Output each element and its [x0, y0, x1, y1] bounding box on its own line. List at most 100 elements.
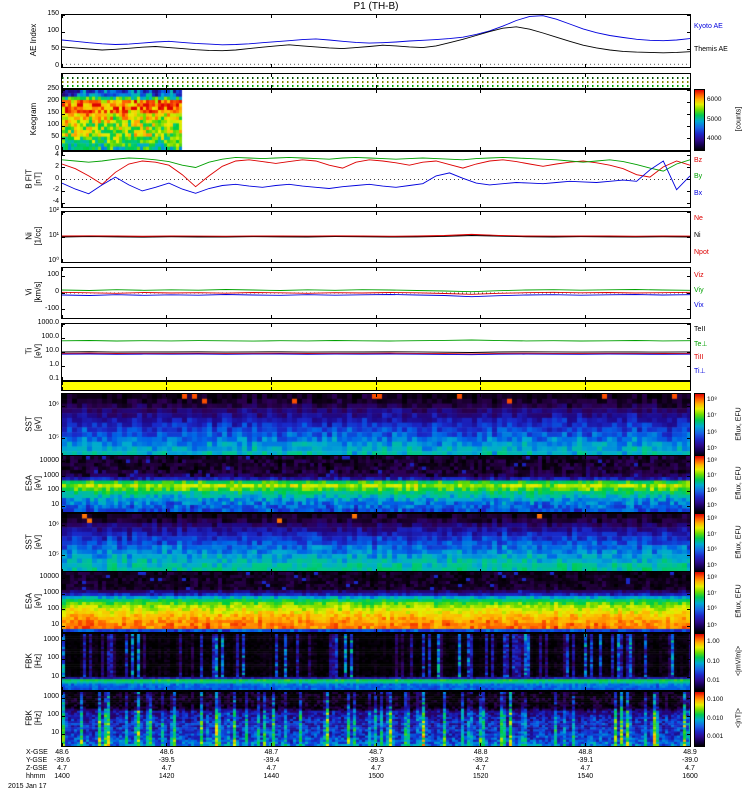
y-tick: [687, 149, 690, 151]
x-tick: [584, 509, 586, 512]
y-tick-label-esa_e: 10000: [39, 456, 59, 464]
x-tick: [375, 90, 377, 93]
panel-sst_i: [61, 513, 691, 573]
panel-ae-plot: [62, 15, 690, 65]
series-Ni: [62, 235, 690, 238]
x-tick: [480, 394, 482, 397]
x-tick: [270, 394, 272, 397]
x-tick: [61, 259, 63, 262]
x-tick: [166, 152, 168, 155]
x-tick: [61, 687, 63, 690]
y-tick: [62, 438, 65, 440]
x-tick: [584, 387, 586, 390]
colorbar-keogram: [694, 89, 705, 151]
panel-flags: [61, 73, 691, 89]
x-tick: [689, 268, 691, 271]
x-tick: [689, 315, 691, 318]
x-tick: [584, 569, 586, 572]
y-tick-label-keogram: 200: [47, 97, 59, 104]
x-tick: [480, 743, 482, 746]
axis-row-label-Y-GSE: Y-GSE: [26, 757, 48, 764]
x-tick: [480, 692, 482, 695]
y-tick: [62, 490, 65, 492]
panel-ti: [61, 323, 691, 381]
x-tick: [166, 692, 168, 695]
y-tick: [687, 351, 690, 353]
y-tick: [62, 625, 65, 627]
trace-label-Ne: Ne: [694, 215, 703, 222]
y-tick: [687, 593, 690, 595]
y-tick-label-ae: 0: [55, 62, 59, 69]
y-tick: [62, 658, 65, 660]
trace-label-Viy: Viy: [694, 287, 704, 294]
x-tick: [166, 572, 168, 575]
spectrogram-esa_e: [62, 456, 690, 512]
x-tick: [689, 74, 691, 77]
trace-label-Bz: Bz: [694, 156, 703, 164]
x-tick: [584, 394, 586, 397]
y-tick: [62, 149, 65, 151]
series-Kyoto AE: [62, 15, 690, 46]
x-tick: [375, 204, 377, 207]
x-tick: [61, 453, 63, 456]
x-tick: [689, 212, 691, 215]
y-tick: [62, 525, 65, 527]
x-tick: [375, 569, 377, 572]
colorbar-fbk_b: [694, 691, 705, 747]
x-tick: [480, 259, 482, 262]
axis-value-Y-GSE: -39.4: [263, 757, 280, 764]
y-tick: [62, 125, 65, 127]
panel-ti-plot: [62, 339, 690, 356]
x-tick: [480, 74, 482, 77]
x-tick: [270, 147, 272, 150]
y-tick-label-keogram: 250: [47, 85, 59, 92]
x-tick: [584, 687, 586, 690]
x-tick: [480, 64, 482, 67]
x-tick: [61, 85, 63, 88]
y-tick: [687, 236, 690, 238]
x-tick: [375, 394, 377, 397]
axis-value-Y-GSE: -39.6: [54, 757, 70, 764]
panel-sst_e: [61, 393, 691, 457]
panel-esa_e: [61, 455, 691, 513]
y-tick-label-ti: 0.1: [49, 375, 59, 382]
y-tick: [62, 275, 65, 277]
panel-fbk_b-ylabel: FBK [Hz]: [24, 710, 43, 726]
x-tick: [584, 377, 586, 380]
x-tick: [61, 74, 63, 77]
x-tick: [689, 692, 691, 695]
x-tick: [375, 147, 377, 150]
axis-row-label-hhmm: hhmm: [26, 773, 46, 780]
x-tick: [375, 315, 377, 318]
x-tick: [584, 315, 586, 318]
x-tick: [480, 687, 482, 690]
x-tick: [584, 456, 586, 459]
x-tick: [166, 743, 168, 746]
trace-label-Bx: Bx: [694, 189, 703, 197]
x-tick: [61, 268, 63, 271]
y-tick-label-sst_e: 10⁵: [48, 433, 59, 441]
colorbar-unit-sst_e: Eflux, EFU: [735, 407, 743, 441]
colorbar-tick-label-sst_i: 10⁷: [707, 530, 717, 538]
x-tick: [584, 204, 586, 207]
x-tick: [166, 687, 168, 690]
x-tick: [689, 514, 691, 517]
y-tick-label-ae: 50: [51, 44, 59, 52]
y-tick: [62, 113, 65, 115]
x-tick: [166, 453, 168, 456]
y-tick-label-ni: 10²: [48, 207, 59, 214]
x-tick: [270, 90, 272, 93]
x-tick: [61, 514, 63, 517]
x-tick: [689, 90, 691, 93]
axis-value-X-GSE: 48.6: [159, 749, 174, 756]
panel-ti-ylabel: Ti [eV]: [24, 343, 43, 359]
x-tick: [270, 453, 272, 456]
x-tick: [689, 687, 691, 690]
x-tick: [270, 629, 272, 632]
x-tick: [375, 377, 377, 380]
x-tick: [375, 456, 377, 459]
x-tick: [166, 64, 168, 67]
y-tick: [62, 609, 65, 611]
y-tick-label-ae: 150: [47, 10, 59, 17]
x-tick: [270, 569, 272, 572]
